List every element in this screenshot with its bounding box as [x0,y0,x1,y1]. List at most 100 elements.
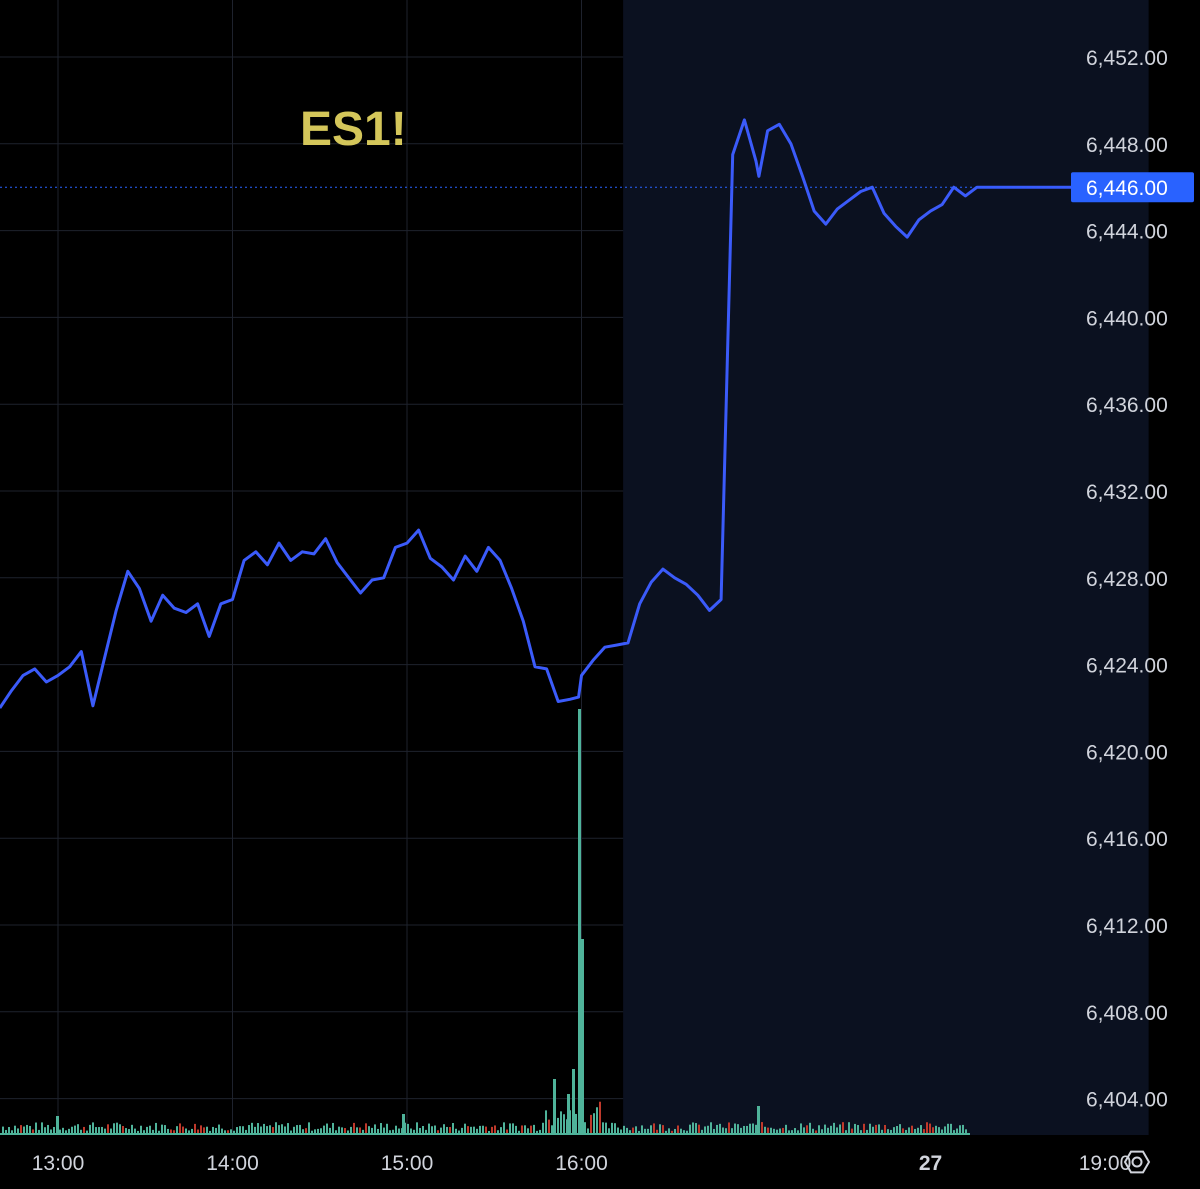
volume-bar [641,1125,643,1134]
volume-bar [359,1127,361,1134]
volume-bar [485,1126,487,1134]
volume-bar [65,1130,67,1134]
volume-bar [350,1126,352,1134]
volume-bar [254,1126,256,1134]
volume-bar [497,1130,499,1134]
volume-bar [281,1124,283,1134]
volume-bar [287,1123,289,1134]
volume-bar [755,1124,757,1134]
volume-bar [443,1124,445,1134]
volume-bar [392,1129,394,1134]
y-tick-label: 6,404.00 [1086,1089,1168,1112]
volume-bar [602,1122,604,1134]
volume-bar [665,1130,667,1134]
volume-bar [731,1128,733,1134]
volume-bar [437,1130,439,1134]
volume-bar [875,1124,877,1134]
volume-bar [344,1128,346,1134]
volume-bar [296,1125,298,1134]
volume-bar [113,1123,115,1134]
volume-bar [908,1127,910,1134]
volume-bar [881,1129,883,1134]
volume-bar [779,1128,781,1134]
volume-bar [788,1130,790,1134]
volume-bar [380,1123,382,1134]
volume-bar [683,1130,685,1134]
volume-bar [68,1128,70,1134]
volume-bar [272,1127,274,1134]
volume-bar [128,1129,130,1134]
volume-bar [899,1124,901,1134]
volume-bar [563,1114,565,1134]
volume-bar [98,1127,100,1134]
volume-bar [548,1119,550,1134]
volume-bar [164,1125,166,1134]
volume-bar [518,1130,520,1134]
volume-bar [182,1126,184,1134]
volume-bar [902,1128,904,1134]
volume-bar [440,1127,442,1134]
volume-bar [275,1122,277,1134]
x-tick-label: 27 [919,1152,942,1175]
volume-bar [653,1123,655,1134]
volume-bar [257,1123,259,1134]
volume-bar [707,1125,709,1134]
volume-bar [860,1130,862,1134]
volume-bar [572,1069,575,1134]
volume-bar [326,1123,328,1134]
volume-bar [512,1123,514,1134]
volume-bar [422,1125,424,1134]
volume-bar [116,1122,118,1134]
last-price-marker: 6,446.00 [0,172,1194,203]
volume-bar [473,1126,475,1134]
volume-bar [710,1122,712,1134]
volume-bar [167,1128,169,1134]
volume-bar [635,1126,637,1134]
volume-bar [785,1124,787,1134]
volume-bar [38,1129,40,1134]
volume-bar [581,939,584,1134]
volume-bar [827,1127,829,1134]
volume-bar [524,1125,526,1134]
volume-bar [932,1127,934,1134]
volume-bar [155,1122,157,1134]
volume-bar [656,1129,658,1134]
volume-bar [80,1129,82,1134]
volume-bar [692,1122,694,1134]
volume-bar [962,1124,964,1134]
volume-bar [896,1126,898,1134]
settings-gear-icon[interactable] [1123,1150,1151,1174]
volume-bar [887,1129,889,1134]
volume-bar [857,1125,859,1134]
volume-bar [221,1128,223,1134]
volume-bar [122,1126,124,1134]
volume-bar [854,1123,856,1134]
volume-bar [938,1127,940,1134]
volume-bar [689,1124,691,1134]
volume-bar [368,1126,370,1134]
volume-bar [149,1125,151,1134]
volume-bar [800,1123,802,1134]
volume-bar [470,1126,472,1134]
volume-bar [677,1125,679,1134]
volume-bar [959,1125,961,1134]
volume-bar [245,1129,247,1134]
volume-bar [614,1123,616,1134]
volume-bar [722,1127,724,1134]
volume-bar [137,1130,139,1134]
volume-bar [605,1122,607,1134]
volume-bar [17,1128,19,1134]
volume-bar [749,1123,751,1134]
volume-bar [737,1124,739,1134]
volume-bar [491,1126,493,1134]
volume-bar [818,1125,820,1134]
volume-bar [71,1126,73,1134]
volume-bar [743,1125,745,1134]
volume-histogram [0,709,970,1135]
volume-bar [402,1114,405,1134]
volume-bar [575,1113,577,1134]
volume-bar [956,1128,958,1134]
volume-bar [110,1128,112,1134]
volume-bar [413,1129,415,1134]
